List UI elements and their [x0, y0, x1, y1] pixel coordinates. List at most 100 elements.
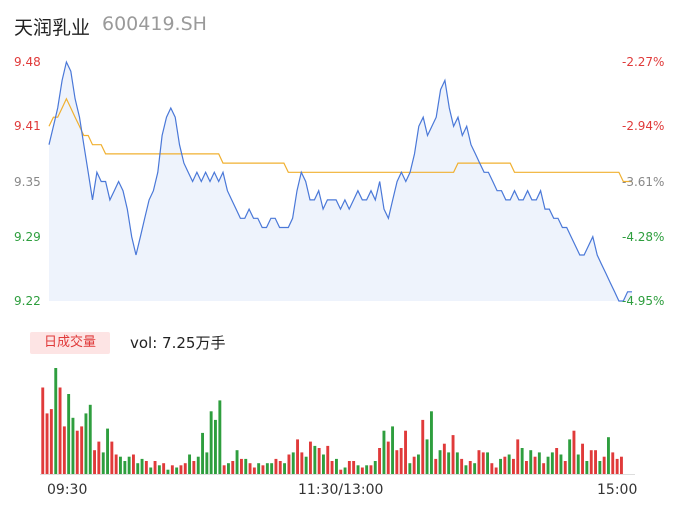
- volume-bar: [304, 456, 308, 474]
- price-area-fill: [49, 62, 632, 301]
- volume-summary: vol: 7.25万手: [130, 334, 226, 352]
- price-line: [48, 60, 632, 302]
- volume-bar: [559, 454, 563, 474]
- volume-bar: [473, 463, 477, 474]
- volume-bar: [205, 452, 209, 474]
- volume-bar: [192, 461, 196, 474]
- volume-bar: [179, 465, 183, 474]
- percent-tick-label: -2.27%: [622, 55, 665, 69]
- volume-bar: [546, 456, 550, 474]
- volume-bar: [533, 456, 537, 474]
- volume-bar: [110, 441, 114, 474]
- volume-bar: [231, 461, 235, 474]
- volume-bar: [572, 430, 576, 474]
- volume-bar: [209, 411, 213, 474]
- volume-bar: [468, 461, 472, 474]
- volume-bar: [144, 461, 148, 474]
- volume-bar: [75, 430, 79, 474]
- volume-bar: [602, 456, 606, 474]
- volume-bar: [537, 452, 541, 474]
- volume-bar: [71, 417, 75, 474]
- volume-bar: [520, 448, 524, 474]
- volume-bar: [170, 465, 174, 474]
- volume-bar: [80, 426, 84, 474]
- volume-bar: [49, 409, 53, 474]
- stock-name: 天润乳业: [14, 17, 91, 39]
- volume-bar: [244, 458, 248, 474]
- volume-bar: [607, 437, 610, 474]
- time-axis-label: 11:30/13:00: [298, 482, 384, 498]
- time-axis-label: 09:30: [47, 482, 88, 498]
- volume-bar: [222, 465, 226, 474]
- volume-bar: [589, 450, 593, 474]
- volume-bar: [550, 452, 554, 474]
- volume-bar: [417, 454, 420, 474]
- volume-bar: [481, 452, 485, 474]
- volume-bar: [201, 432, 204, 474]
- volume-bar: [386, 441, 390, 474]
- volume-bar: [507, 454, 511, 474]
- volume-bar: [529, 450, 533, 474]
- volume-bar: [421, 419, 425, 474]
- stock-code: 600419.SH: [102, 13, 207, 35]
- volume-bar: [274, 458, 278, 474]
- volume-bar: [391, 426, 394, 474]
- volume-bar: [542, 463, 546, 474]
- volume-bar: [460, 458, 464, 474]
- volume-bar: [140, 458, 144, 474]
- volume-bar: [425, 439, 429, 474]
- percent-tick-label: -4.95%: [622, 294, 665, 308]
- volume-bar: [300, 452, 304, 474]
- tab-daily-volume[interactable]: 日成交量: [30, 332, 110, 354]
- volume-bar: [252, 467, 256, 474]
- volume-bar: [581, 443, 584, 474]
- volume-bar: [412, 456, 416, 474]
- volume-bar: [261, 465, 265, 474]
- volume-bar: [322, 454, 325, 474]
- volume-bar: [585, 461, 589, 474]
- volume-bar: [88, 404, 92, 474]
- volume-bar: [563, 461, 567, 474]
- volume-bar: [490, 463, 494, 474]
- price-tick-label: 9.29: [14, 229, 41, 244]
- volume-bar: [516, 439, 520, 474]
- volume-bar: [339, 469, 343, 474]
- volume-bar: [434, 458, 438, 474]
- volume-bar: [166, 469, 170, 474]
- volume-bar: [369, 465, 373, 474]
- volume-bar: [365, 465, 369, 474]
- volume-bar: [196, 456, 200, 474]
- percent-tick-label: -4.28%: [622, 229, 665, 244]
- volume-bar: [598, 461, 602, 474]
- volume-bar: [512, 458, 515, 474]
- time-axis-label: 15:00: [597, 482, 638, 498]
- volume-bar: [175, 467, 179, 474]
- volume-bar: [278, 461, 282, 474]
- volume-bar: [62, 426, 66, 474]
- volume-bar: [248, 463, 252, 474]
- volume-bar: [611, 452, 615, 474]
- volume-bar: [382, 430, 386, 474]
- volume-bar: [464, 465, 468, 474]
- volume-bar: [620, 456, 623, 474]
- volume-bar: [309, 441, 312, 474]
- volume-bar: [555, 448, 559, 474]
- price-tick-label: 9.22: [14, 294, 41, 308]
- volume-bar: [525, 461, 528, 474]
- volume-bar: [455, 452, 459, 474]
- volume-bar: [442, 443, 446, 474]
- volume-bar: [240, 458, 243, 474]
- volume-bar: [214, 419, 217, 474]
- volume-bar: [218, 400, 222, 474]
- volume-bar: [494, 467, 498, 474]
- volume-bar: [447, 452, 451, 474]
- price-tick-label: 9.35: [14, 174, 41, 189]
- volume-bar: [58, 387, 62, 474]
- volume-bar: [347, 461, 351, 474]
- volume-bar: [356, 465, 360, 474]
- volume-bar: [149, 467, 153, 474]
- volume-bar: [257, 463, 261, 474]
- volume-bar: [503, 456, 507, 474]
- volume-bar: [227, 463, 230, 474]
